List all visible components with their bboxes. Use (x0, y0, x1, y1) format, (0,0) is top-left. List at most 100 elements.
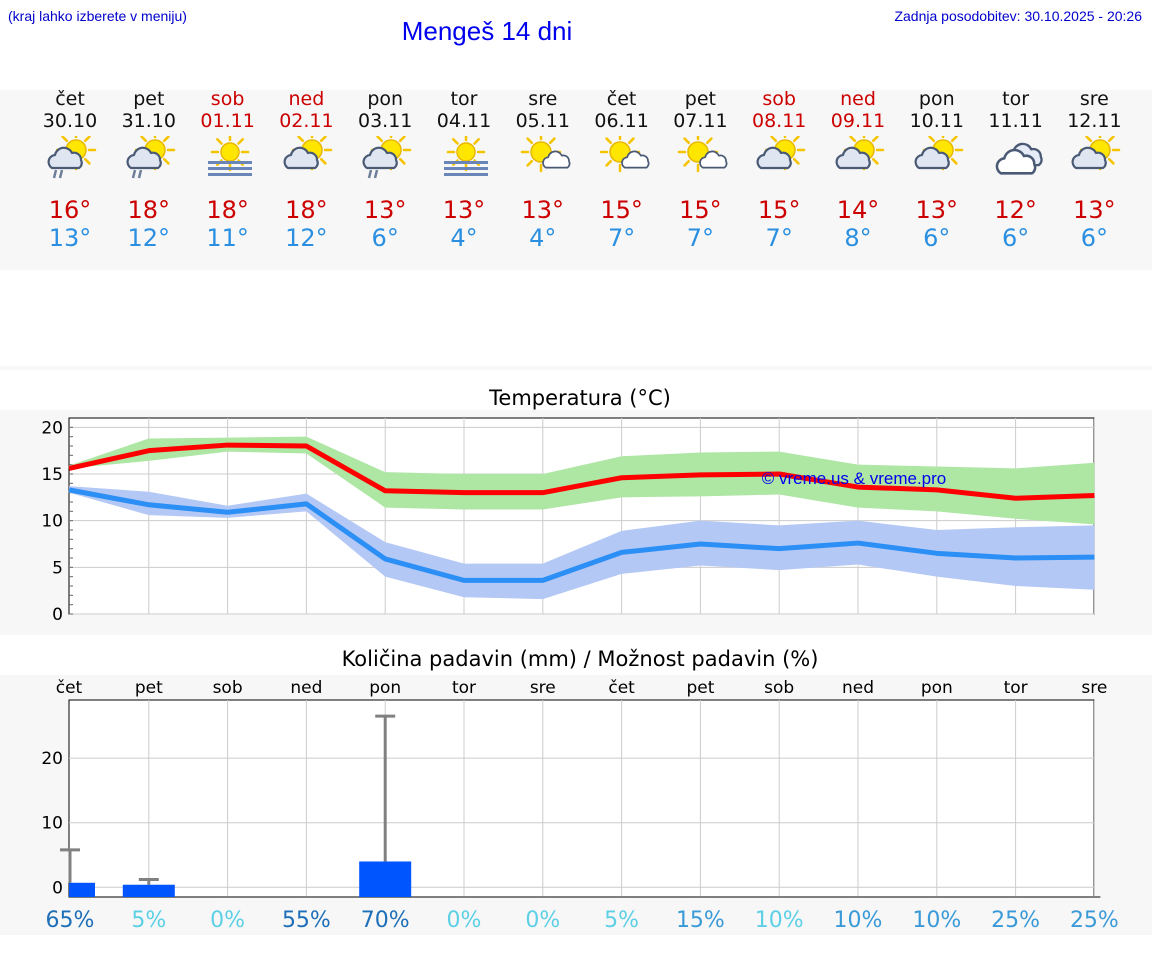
sun-cloud-rain-icon (362, 136, 412, 179)
day-name: sob (210, 88, 245, 110)
day-date: 30.10 (42, 110, 98, 132)
day-date: 06.11 (594, 110, 649, 132)
page-title: Mengeš 14 dni (401, 16, 573, 46)
precip-x-tick-label: sob (764, 678, 794, 698)
temp-max: 18° (206, 196, 249, 224)
temp-min: 7° (765, 224, 793, 252)
day-date: 05.11 (515, 110, 570, 132)
sun-small-cloud-icon (520, 136, 571, 173)
temp-y-tick-label: 20 (41, 418, 63, 438)
precip-y-tick-label: 20 (41, 749, 63, 769)
temp-min: 8° (844, 224, 872, 252)
day-date: 11.11 (988, 110, 1043, 132)
sun-fog-icon (207, 136, 252, 176)
temp-line-max (68, 442, 1095, 501)
precip-probability: 10% (834, 908, 883, 933)
temp-max: 16° (48, 196, 92, 224)
temp-max: 13° (442, 196, 486, 224)
day-name: pon (918, 88, 955, 110)
temp-y-tick-label: 0 (52, 605, 63, 625)
precip-x-tick-label: pet (135, 678, 163, 698)
temp-max: 18° (127, 196, 171, 224)
day-date: 01.11 (200, 110, 255, 132)
precip-x-tick-label: sob (213, 678, 243, 698)
precip-probability: 10% (912, 908, 961, 933)
temp-max: 13° (1073, 196, 1116, 224)
day-date: 09.11 (830, 110, 886, 132)
temp-y-tick-label: 15 (41, 465, 63, 485)
day-name: čet (55, 88, 85, 110)
sun-small-cloud-icon (678, 136, 728, 173)
temp-max: 12° (994, 196, 1037, 224)
precip-bar (69, 882, 95, 897)
precip-probability: 15% (676, 908, 725, 933)
precip-probability: 25% (991, 908, 1040, 933)
temp-max: 14° (836, 196, 880, 224)
precip-x-tick-label: pon (369, 678, 401, 698)
precip-bar (359, 861, 412, 897)
day-date: 31.10 (121, 110, 176, 132)
temp-y-tick-label: 5 (52, 558, 63, 578)
precip-plot-frame (68, 699, 1095, 898)
day-date: 03.11 (357, 110, 413, 132)
precip-probability: 0% (525, 908, 560, 933)
precipitation-chart-title: Količina padavin (mm) / Možnost padavin … (341, 647, 819, 671)
divider (0, 366, 1152, 370)
day-name: pon (367, 88, 404, 110)
precip-x-tick-label: pon (921, 678, 953, 698)
sun-cloud-icon (756, 136, 806, 171)
precip-probability: 5% (131, 908, 166, 933)
day-date: 08.11 (751, 110, 807, 132)
day-date: 10.11 (909, 110, 964, 132)
last-update: Zadnja posodobitev: 30.10.2025 - 20:26 (894, 8, 1142, 24)
precip-probability: 25% (1070, 908, 1119, 933)
precip-x-tick-label: ned (290, 678, 322, 698)
sun-cloud-rain-icon (126, 136, 176, 179)
precip-probability: 65% (46, 908, 95, 933)
forecast-strip (0, 90, 1152, 270)
temp-max: 13° (915, 196, 959, 224)
day-name: tor (450, 88, 478, 110)
sun-cloud-icon (835, 136, 885, 171)
precip-probability: 0% (447, 908, 482, 933)
temp-min: 7° (686, 224, 715, 252)
sun-cloud-icon (283, 136, 333, 171)
day-name: sre (1079, 88, 1109, 110)
watermark: © vreme.us & vreme.pro (762, 469, 946, 488)
temp-min: 6° (923, 224, 951, 252)
temp-min: 4° (529, 224, 557, 252)
precip-x-tick-label: tor (452, 678, 476, 698)
temp-min: 12° (127, 224, 171, 252)
sun-fog-icon (444, 136, 488, 176)
precip-probability: 55% (282, 908, 331, 933)
precip-x-tick-label: čet (608, 678, 635, 698)
sun-cloud-rain-icon (47, 136, 97, 179)
precip-x-tick-label: sre (530, 678, 556, 698)
precip-y-tick-label: 10 (41, 814, 63, 834)
day-name: ned (288, 88, 325, 110)
precip-x-tick-label: sre (1081, 678, 1107, 698)
precip-x-tick-label: čet (56, 678, 83, 698)
day-name: sre (528, 88, 558, 110)
temp-min: 12° (285, 224, 328, 252)
temperature-chart-title: Temperatura (°C) (489, 386, 671, 410)
day-date: 02.11 (279, 110, 334, 132)
precip-x-tick-label: ned (842, 678, 874, 698)
precip-x-tick-label: pet (686, 678, 714, 698)
temp-min: 4° (450, 224, 478, 252)
precip-probability: 0% (210, 908, 245, 933)
day-name: pet (684, 88, 716, 110)
precip-probability: 10% (755, 908, 804, 933)
precip-bar (122, 884, 175, 897)
temp-min: 13° (48, 224, 92, 252)
temp-line-min (68, 487, 1095, 583)
temp-max: 15° (600, 196, 643, 224)
temp-max: 13° (521, 196, 565, 224)
sun-cloud-icon (1071, 136, 1121, 171)
day-name: sob (762, 88, 796, 110)
temp-max: 15° (757, 196, 801, 224)
temp-max: 15° (679, 196, 722, 224)
day-date: 07.11 (673, 110, 728, 132)
temp-min: 6° (1080, 224, 1109, 252)
